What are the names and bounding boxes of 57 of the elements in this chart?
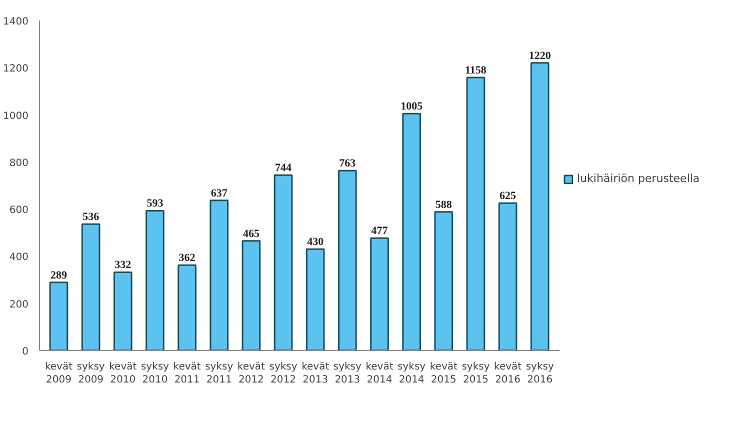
y-tick-label: 1200 [3,64,29,75]
x-tick-label: syksy 2013 [333,362,362,386]
data-label: 1005 [400,100,424,113]
y-tick-label: 1400 [3,16,29,28]
data-label: 362 [178,252,196,264]
legend-label: lukihäiriön perusteella [577,172,700,185]
data-label: 332 [114,259,132,272]
bar [210,200,229,350]
x-tick-label: syksy 2015 [462,362,490,386]
x-tick-label: kevät 2015 [430,362,458,386]
x-tick-label: kevät 2016 [494,362,522,386]
x-tick-label: kevät 2014 [366,362,394,386]
bar [49,282,68,350]
x-tick-label: syksy 2011 [205,362,234,386]
bar [498,202,518,350]
x-tick-label: kevät 2013 [302,362,330,386]
bar [338,170,357,350]
data-label: 744 [275,162,292,174]
data-label: 637 [210,187,228,200]
bar [81,223,100,350]
x-tick-label: kevät 2011 [173,362,201,386]
data-label: 593 [146,198,164,210]
x-tick-label: kevät 2012 [237,362,266,386]
data-label: 289 [50,269,68,282]
bar [178,264,196,350]
data-label: 1158 [465,64,487,77]
bar [434,211,454,350]
y-tick-label: 0 [22,346,29,358]
x-tick-label: kevät 2009 [44,362,73,386]
data-label: 1220 [528,50,552,62]
y-tick-label: 1000 [3,110,29,122]
bar [113,271,132,350]
bar [530,62,550,350]
bar [146,210,164,350]
y-tick-label: 600 [9,205,29,216]
bar [402,112,421,350]
data-label: 625 [500,190,517,202]
bar [466,76,486,350]
data-label: 588 [435,198,452,211]
y-tick-label: 400 [9,252,29,264]
data-label: 477 [371,225,388,238]
x-tick-label: syksy 2016 [526,362,554,386]
x-tick-label: syksy 2012 [269,362,298,386]
y-tick-label: 800 [9,158,29,169]
x-tick-label: syksy 2009 [76,362,105,386]
bar [274,174,293,350]
x-tick-label: kevät 2010 [109,362,137,386]
data-label: 430 [307,236,324,248]
y-tick-label: 200 [9,299,29,310]
data-label: 763 [339,158,356,170]
x-tick-label: syksy 2010 [140,362,170,386]
data-label: 536 [82,211,100,224]
x-tick-label: syksy 2014 [398,362,426,386]
bar [306,248,325,350]
data-label: 465 [242,228,260,240]
bar [242,240,261,350]
bar [370,237,389,350]
